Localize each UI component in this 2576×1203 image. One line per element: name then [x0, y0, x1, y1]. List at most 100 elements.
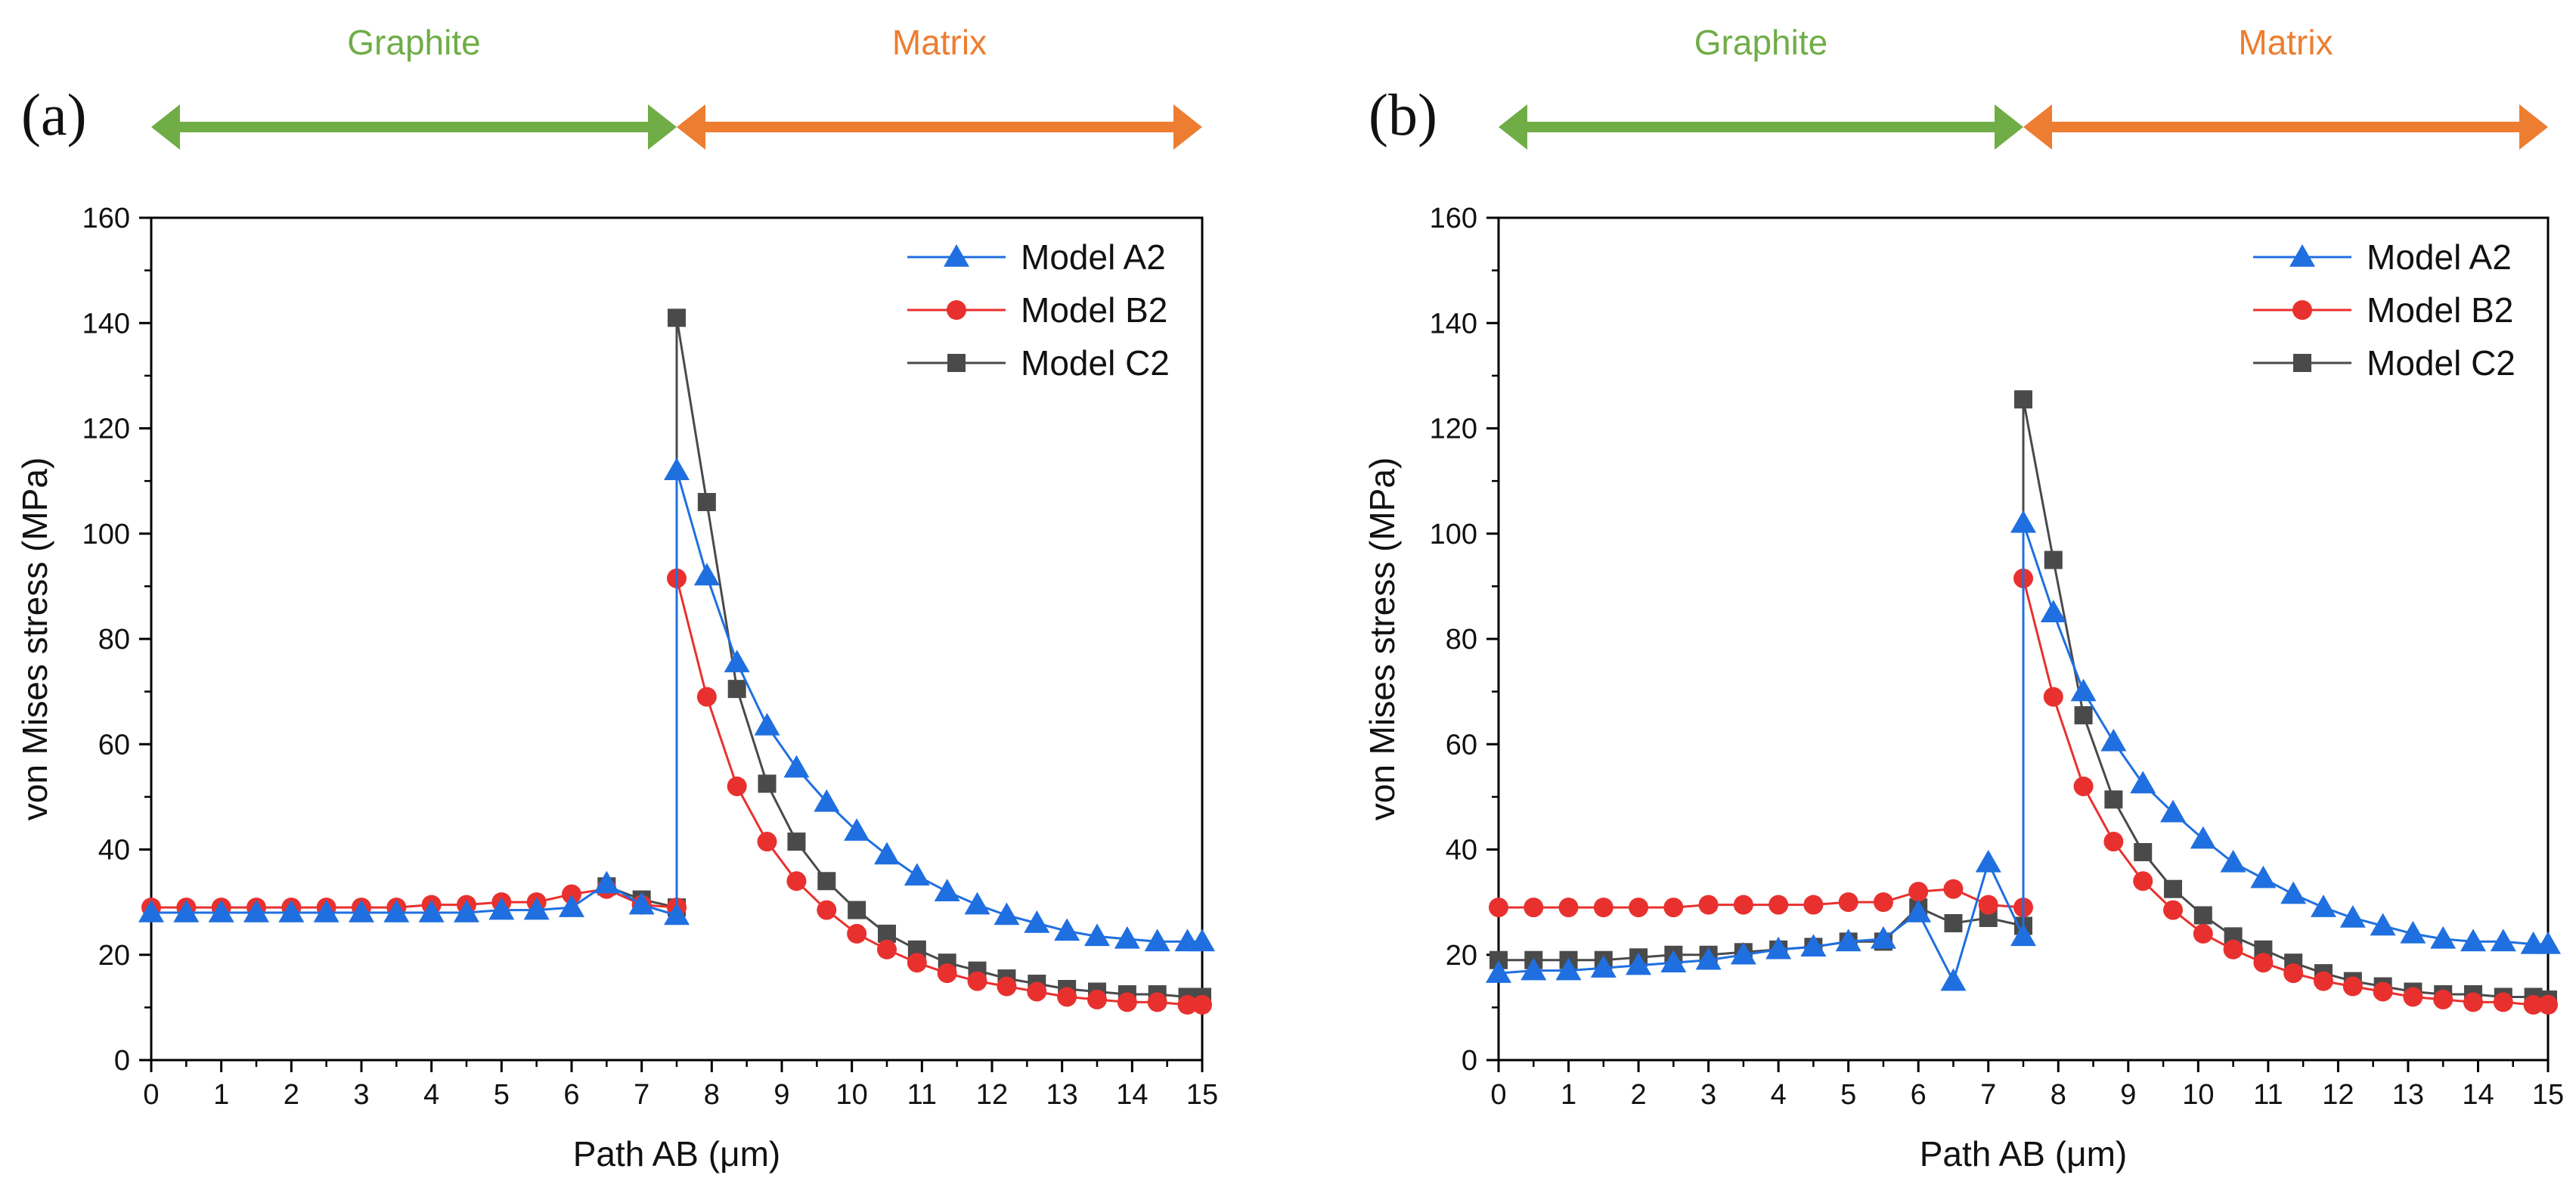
data-point — [696, 687, 717, 707]
x-tick-label: 2 — [284, 1079, 299, 1111]
data-point — [2223, 939, 2243, 960]
legend-marker — [947, 354, 966, 372]
data-point — [1870, 926, 1896, 949]
y-axis-title: von Mises stress (MPa) — [1362, 457, 1402, 821]
y-tick-label: 160 — [82, 203, 130, 234]
data-point — [2283, 963, 2304, 984]
legend-label: Model B2 — [2367, 290, 2513, 330]
data-point — [2430, 926, 2457, 949]
data-point — [454, 900, 479, 922]
data-point — [847, 923, 867, 944]
graphite-region-label: Graphite — [347, 23, 480, 62]
series-line — [606, 318, 1202, 998]
series-model-c2 — [597, 309, 1211, 1006]
data-point — [787, 832, 806, 851]
x-tick-label: 4 — [423, 1079, 439, 1111]
graphite-region-arrow — [151, 104, 677, 150]
x-tick-label: 6 — [563, 1079, 579, 1111]
data-point — [2220, 849, 2246, 873]
data-point — [668, 309, 686, 327]
data-point — [997, 976, 1017, 997]
matrix-region-arrow — [677, 104, 1202, 150]
data-point — [2460, 929, 2486, 952]
data-point — [2103, 832, 2124, 852]
y-tick-label: 0 — [114, 1045, 130, 1077]
data-point — [1192, 994, 1212, 1015]
data-point — [2463, 992, 2483, 1012]
series-model-b2 — [1489, 568, 2558, 1015]
data-point — [2193, 923, 2213, 944]
data-point — [418, 900, 445, 922]
data-point — [2250, 865, 2277, 888]
data-point — [1486, 960, 1511, 983]
series-line — [1498, 522, 2548, 984]
data-point — [2313, 971, 2333, 991]
data-point — [1768, 894, 1789, 915]
data-point — [904, 863, 930, 886]
data-point — [559, 894, 584, 917]
data-point — [2433, 989, 2454, 1009]
data-point — [1803, 894, 1824, 915]
data-point — [664, 902, 690, 926]
data-point — [964, 891, 990, 915]
x-tick-label: 7 — [634, 1079, 649, 1111]
data-point — [2160, 799, 2187, 823]
data-point — [1555, 957, 1582, 981]
data-point — [1027, 981, 1047, 1002]
series-model-a2 — [1486, 510, 2561, 991]
data-point — [2535, 931, 2561, 954]
data-point — [2073, 776, 2094, 796]
legend-label: Model A2 — [1021, 237, 1166, 277]
legend-label: Model C2 — [2367, 343, 2516, 383]
data-point — [2280, 881, 2307, 904]
data-point — [1520, 957, 1547, 981]
x-tick-label: 7 — [1980, 1079, 1996, 1111]
data-point — [2040, 600, 2066, 622]
data-point — [1524, 898, 1544, 918]
data-point — [1054, 918, 1080, 941]
data-point — [2070, 678, 2097, 702]
data-point — [817, 872, 836, 891]
x-tick-label: 11 — [2253, 1079, 2283, 1111]
x-tick-label: 11 — [907, 1079, 937, 1111]
data-point — [243, 900, 269, 922]
data-point — [844, 818, 870, 841]
x-tick-label: 5 — [494, 1079, 510, 1111]
data-point — [1177, 994, 1198, 1015]
data-point — [907, 953, 927, 973]
data-point — [2193, 906, 2212, 925]
data-point — [1873, 892, 1893, 913]
data-point — [877, 939, 897, 960]
data-point — [2163, 900, 2184, 920]
data-point — [817, 900, 837, 920]
data-point — [2490, 929, 2516, 952]
y-tick-label: 160 — [1430, 203, 1477, 234]
legend-marker — [2289, 244, 2315, 267]
x-tick-label: 15 — [2532, 1079, 2564, 1111]
data-point — [1908, 882, 1929, 902]
data-point — [2130, 770, 2156, 794]
legend-item-model-a2: Model A2 — [2253, 237, 2512, 277]
data-point — [1800, 934, 1827, 957]
data-point — [2342, 976, 2363, 997]
data-point — [208, 900, 234, 922]
data-point — [1663, 898, 1684, 918]
data-point — [1189, 929, 1215, 952]
data-point — [1660, 950, 1687, 972]
x-tick-label: 9 — [2120, 1079, 2136, 1111]
matrix-region-label: Matrix — [892, 23, 987, 62]
data-point — [2403, 987, 2423, 1007]
data-point — [727, 680, 746, 699]
data-point — [814, 789, 840, 812]
legend-item-model-b2: Model B2 — [907, 290, 1167, 330]
data-point — [1975, 849, 2001, 873]
matrix-region-label: Matrix — [2238, 23, 2333, 62]
data-point — [2370, 913, 2396, 936]
data-point — [2104, 790, 2123, 809]
y-tick-label: 60 — [98, 729, 130, 761]
data-point — [349, 900, 374, 922]
